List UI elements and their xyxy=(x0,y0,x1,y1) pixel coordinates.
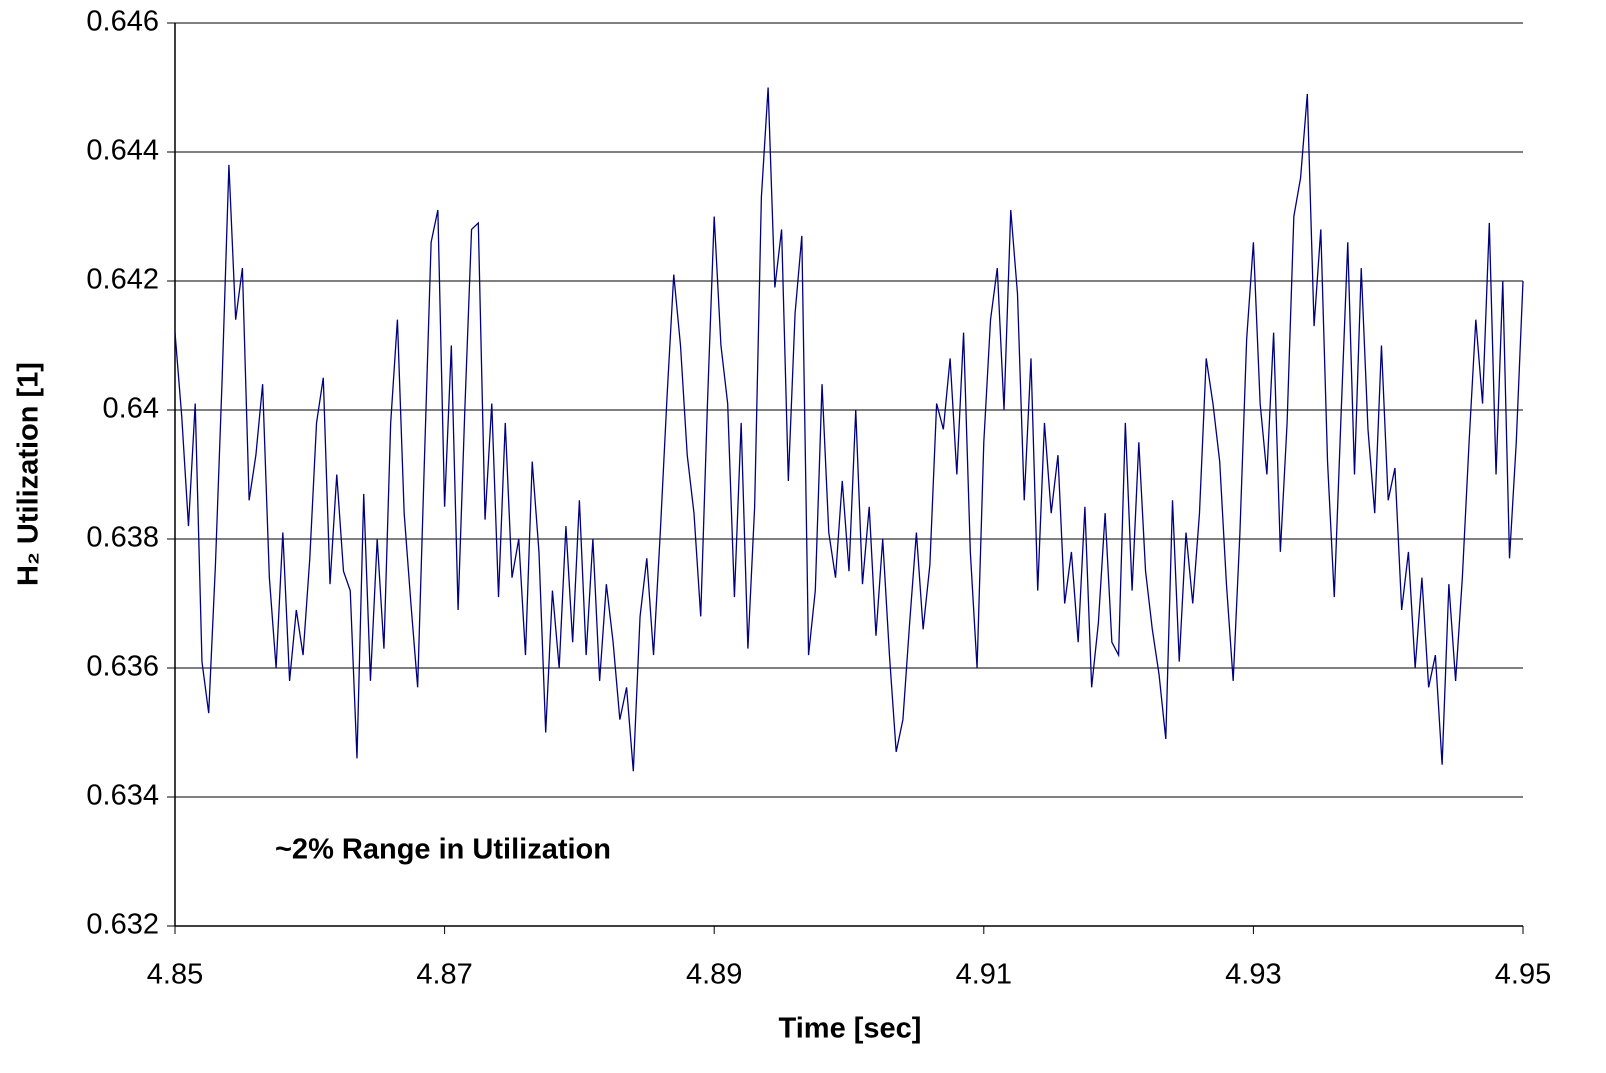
y-tick-label: 0.632 xyxy=(86,909,159,941)
annotation: ~2% Range in Utilization xyxy=(275,834,611,866)
y-tick-label: 0.638 xyxy=(86,522,159,554)
x-tick-label: 4.91 xyxy=(956,959,1012,991)
y-tick-label: 0.64 xyxy=(103,393,159,425)
y-tick-label: 0.646 xyxy=(86,6,159,38)
y-tick-label: 0.634 xyxy=(86,780,159,812)
x-tick-label: 4.93 xyxy=(1225,959,1281,991)
y-axis-label: H₂ Utilization [1] xyxy=(13,362,45,586)
x-tick-label: 4.85 xyxy=(147,959,203,991)
y-tick-label: 0.644 xyxy=(86,135,159,167)
x-tick-label: 4.87 xyxy=(416,959,472,991)
y-tick-label: 0.642 xyxy=(86,264,159,296)
y-tick-label: 0.636 xyxy=(86,651,159,683)
data-line xyxy=(174,87,1524,772)
x-tick-label: 4.95 xyxy=(1495,959,1551,991)
x-tick-label: 4.89 xyxy=(686,959,742,991)
x-axis-label: Time [sec] xyxy=(779,1013,922,1045)
